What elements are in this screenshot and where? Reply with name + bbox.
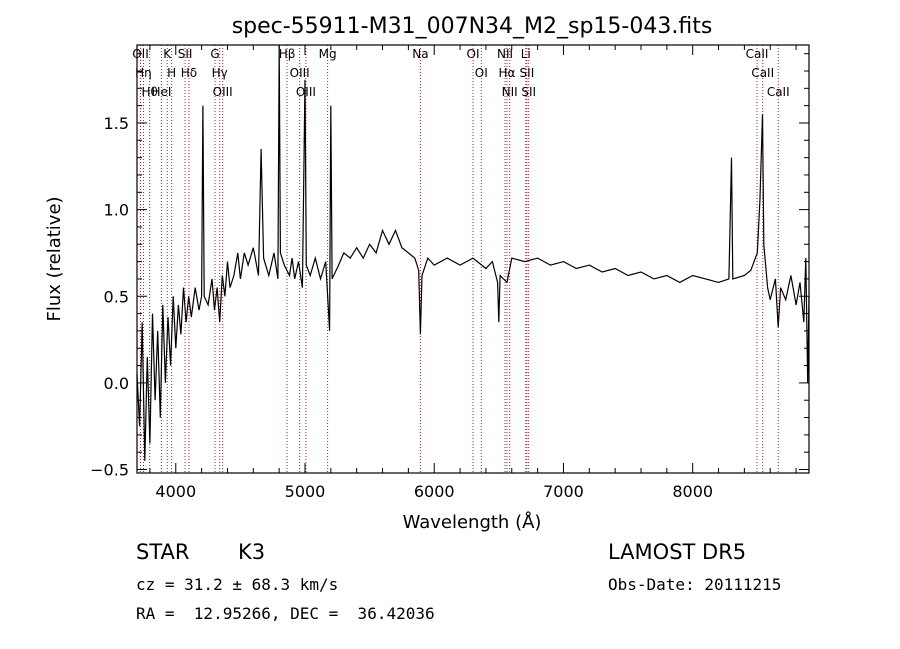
x-tick-label: 4000 [155,482,196,501]
y-tick-label: 0.0 [104,374,129,393]
spectral-line-label: CaII [751,66,774,80]
spectral-line-label: Hα [499,66,516,80]
spectral-line-label: OIII [213,85,233,99]
x-tick-label: 8000 [672,482,713,501]
spectral-line-label: CaII [767,85,790,99]
spectral-line-label: CaII [746,47,769,61]
x-tick-label: 7000 [543,482,584,501]
spectral-line-label: OIII [290,66,310,80]
redshift-text: cz = 31.2 ± 68.3 km/s [136,575,339,594]
spectral-line-label: NII [497,47,513,61]
x-tick-label: 5000 [285,482,326,501]
plot-frame [136,44,810,474]
obs-date-text: Obs-Date: 20111215 [608,575,782,594]
x-axis-label: Wavelength (Å) [403,511,542,533]
spectral-line-label: Hθ [141,85,157,99]
spectral-line-label: H [167,66,176,80]
spectrum-series [136,44,810,461]
spectral-line-label: SII [521,85,536,99]
spectral-line-label: K [163,47,172,61]
spectral-line-label: Hδ [181,66,197,80]
y-axis-ticks: −0.5 0.0 0.5 1.0 1.5 [90,53,809,480]
y-tick-label: −0.5 [90,461,129,480]
subclass-label: K3 [238,540,266,564]
spectral-line-label: NII [502,85,518,99]
class-label: STAR [136,540,190,564]
x-tick-label: 6000 [414,482,455,501]
spectral-line-label: G [210,47,219,61]
coordinates-text: RA = 12.95266, DEC = 36.42036 [136,604,435,623]
x-axis-ticks: 4000 5000 6000 7000 8000 [149,45,797,501]
spectral-line-label: OIII [296,85,316,99]
y-tick-label: 1.0 [104,201,129,220]
spectral-line-label: Mg [319,47,337,61]
spectral-line-label: OI [467,47,480,61]
y-tick-label: 0.5 [104,287,129,306]
spectral-line-label: Li [521,47,531,61]
y-tick-label: 1.5 [104,114,129,133]
spectral-line-label: Hη [135,66,152,80]
spectral-line-label: SII [178,47,193,61]
spectral-line-label: OI [475,66,488,80]
y-axis-label: Flux (relative) [44,196,65,321]
spectral-line-label: SII [520,66,535,80]
chart-title: spec-55911-M31_007N34_M2_sp15-043.fits [232,14,713,39]
spectral-line-label: Hγ [212,66,228,80]
survey-label: LAMOST DR5 [608,540,747,564]
spectral-line-label: Na [412,47,428,61]
spectral-line-label: HeI [151,85,171,99]
spectral-line-label: Hβ [279,47,296,61]
